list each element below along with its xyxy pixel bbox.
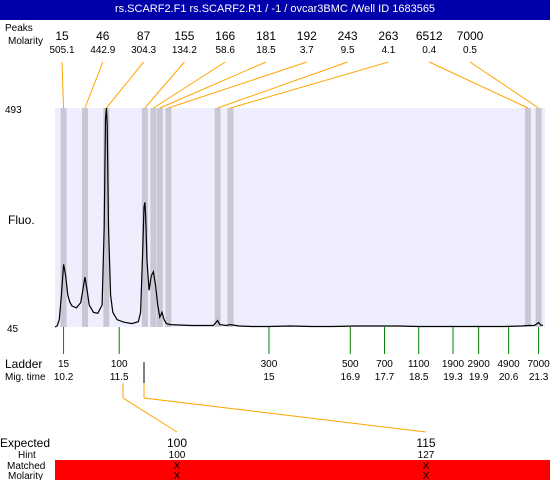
peak-connector-line — [428, 61, 529, 109]
peak-connector-line — [168, 61, 307, 109]
matched-value: X — [174, 461, 181, 472]
peak-size-label: 263 — [378, 29, 398, 43]
ladder-size-label: 1100 — [408, 359, 430, 370]
peak-molarity-label: 0.5 — [463, 45, 477, 56]
peak-molarity-label: 3.7 — [300, 45, 314, 56]
ladder-size-label: 700 — [376, 359, 393, 370]
peak-band — [141, 108, 148, 327]
expected-size-label: 100 — [167, 436, 187, 450]
chart-title: rs.SCARF2.F1 rs.SCARF2.R1 / -1 / ovcar3B… — [114, 3, 436, 15]
ladder-time-label: 19.9 — [469, 372, 489, 383]
peak-band — [535, 108, 542, 327]
peak-connector-line — [230, 61, 389, 109]
peak-connector-line — [84, 61, 104, 109]
peak-connector-line — [61, 61, 65, 109]
y-tick-max: 493 — [5, 105, 22, 116]
matched-row-label: Matched — [7, 461, 45, 472]
peak-connector-line — [105, 61, 144, 109]
molarity-value: X — [423, 471, 430, 480]
peak-band — [103, 108, 110, 327]
peak-band — [214, 108, 221, 327]
hint-value: 100 — [169, 450, 186, 461]
ladder-size-label: 1900 — [442, 359, 465, 370]
peak-band — [150, 108, 157, 327]
ladder-time-label: 19.3 — [443, 372, 463, 383]
expected-connector-line — [143, 383, 427, 433]
peak-size-label: 7000 — [457, 29, 484, 43]
peak-molarity-label: 0.4 — [422, 45, 436, 56]
hint-row-label: Hint — [18, 450, 36, 461]
molarity-value: X — [174, 471, 181, 480]
peak-band — [60, 108, 67, 327]
ladder-time-label: 17.7 — [375, 372, 395, 383]
peak-connector-line — [153, 61, 226, 109]
ladder-size-label: 300 — [261, 359, 278, 370]
ladder-size-label: 4900 — [497, 359, 520, 370]
peak-band — [156, 108, 163, 327]
expected-connector-line — [122, 383, 178, 433]
ladder-time-label: 21.3 — [529, 372, 549, 383]
ladder-size-label: 500 — [342, 359, 359, 370]
peak-molarity-label: 134.2 — [172, 45, 197, 56]
matched-bar — [55, 460, 550, 480]
peak-size-label: 46 — [96, 29, 110, 43]
molarity-row-label: Molarity — [8, 36, 43, 47]
peak-band — [81, 108, 88, 327]
molarity-bottom-label: Molarity — [8, 471, 43, 480]
peak-size-label: 243 — [338, 29, 358, 43]
peak-size-label: 6512 — [416, 29, 443, 43]
peak-size-label: 87 — [137, 29, 151, 43]
peak-molarity-label: 304.3 — [131, 45, 156, 56]
ladder-time-label: 20.6 — [499, 372, 519, 383]
peak-connector-line — [159, 61, 267, 109]
peak-size-label: 15 — [55, 29, 69, 43]
peak-connector-line — [217, 61, 348, 109]
peaks-row-label: Peaks — [5, 23, 33, 34]
peak-molarity-label: 9.5 — [341, 45, 355, 56]
ladder-time-label: 15 — [263, 372, 275, 383]
mig-time-row-label: Mig. time — [5, 372, 46, 383]
title-bar: rs.SCARF2.F1 rs.SCARF2.R1 / -1 / ovcar3B… — [0, 0, 550, 20]
hint-value: 127 — [418, 450, 435, 461]
peak-molarity-label: 18.5 — [256, 45, 276, 56]
peak-size-label: 166 — [215, 29, 235, 43]
peak-band — [524, 108, 531, 327]
peak-size-label: 181 — [256, 29, 276, 43]
peak-connector-line — [144, 61, 185, 109]
expected-size-label: 115 — [416, 436, 435, 450]
ladder-size-label: 7000 — [527, 359, 550, 370]
ladder-time-label: 18.5 — [409, 372, 429, 383]
fluorescence-trace — [54, 107, 544, 328]
peak-connector-line — [469, 61, 539, 109]
peak-size-label: 155 — [174, 29, 194, 43]
y-axis-label: Fluo. — [8, 213, 35, 227]
ladder-size-label: 15 — [58, 359, 70, 370]
peak-molarity-label: 58.6 — [215, 45, 235, 56]
ladder-time-label: 16.9 — [341, 372, 361, 383]
y-tick-min: 45 — [7, 324, 19, 335]
matched-value: X — [423, 461, 430, 472]
ladder-time-label: 11.5 — [110, 372, 129, 383]
peak-molarity-label: 442.9 — [90, 45, 115, 56]
expected-row-label: Expected — [0, 436, 50, 450]
peak-molarity-label: 4.1 — [381, 45, 395, 56]
ladder-row-label: Ladder — [5, 357, 42, 371]
ladder-time-label: 10.2 — [54, 372, 74, 383]
ladder-size-label: 2900 — [468, 359, 491, 370]
plot-area — [55, 108, 545, 327]
ladder-size-label: 100 — [111, 359, 128, 370]
peak-band — [227, 108, 234, 327]
peak-size-label: 192 — [297, 29, 317, 43]
peak-molarity-label: 505.1 — [49, 45, 74, 56]
peak-band — [165, 108, 172, 327]
